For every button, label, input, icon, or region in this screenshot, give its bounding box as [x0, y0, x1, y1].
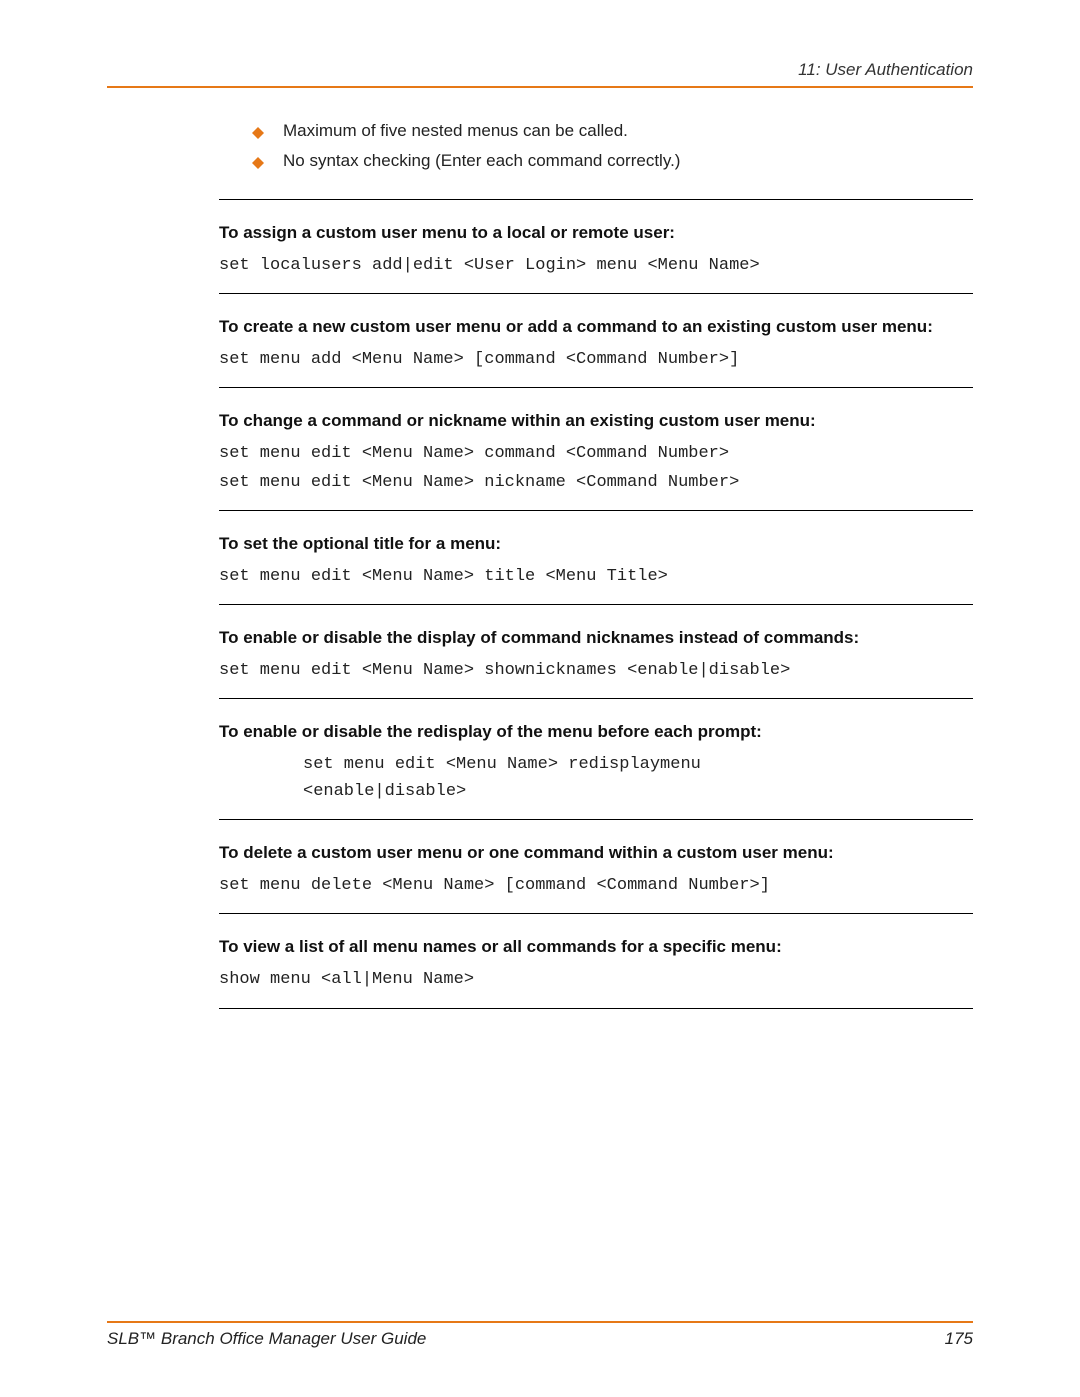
- code-block: set menu edit <Menu Name> command <Comma…: [219, 441, 973, 467]
- section-divider: [219, 293, 973, 294]
- section-divider: [219, 604, 973, 605]
- section-divider: [219, 199, 973, 200]
- list-item: No syntax checking (Enter each command c…: [251, 148, 973, 174]
- footer-row: SLB™ Branch Office Manager User Guide 17…: [107, 1329, 973, 1349]
- section-title: To enable or disable the display of comm…: [219, 627, 973, 650]
- code-block: set menu edit <Menu Name> title <Menu Ti…: [219, 564, 973, 590]
- code-block: set menu edit <Menu Name> redisplaymenu …: [219, 752, 973, 805]
- code-block: set menu edit <Menu Name> nickname <Comm…: [219, 470, 973, 496]
- code-block: set menu delete <Menu Name> [command <Co…: [219, 873, 973, 899]
- footer-rule: [107, 1321, 973, 1323]
- bullet-list: Maximum of five nested menus can be call…: [251, 118, 973, 175]
- code-block: set menu add <Menu Name> [command <Comma…: [219, 347, 973, 373]
- header-rule: [107, 86, 973, 88]
- section-title: To create a new custom user menu or add …: [219, 316, 973, 339]
- bullet-text: No syntax checking (Enter each command c…: [283, 151, 680, 170]
- section-title: To delete a custom user menu or one comm…: [219, 842, 973, 865]
- section-divider: [219, 698, 973, 699]
- section-divider: [219, 819, 973, 820]
- section-title: To assign a custom user menu to a local …: [219, 222, 973, 245]
- diamond-icon: [251, 122, 265, 136]
- footer-page-number: 175: [945, 1329, 973, 1349]
- section-divider: [219, 1008, 973, 1009]
- content-area: Maximum of five nested menus can be call…: [107, 118, 973, 1009]
- footer-guide-title: SLB™ Branch Office Manager User Guide: [107, 1329, 426, 1349]
- code-block: show menu <all|Menu Name>: [219, 967, 973, 993]
- bullet-text: Maximum of five nested menus can be call…: [283, 121, 628, 140]
- code-block: set menu edit <Menu Name> shownicknames …: [219, 658, 973, 684]
- section-title: To set the optional title for a menu:: [219, 533, 973, 556]
- section-title: To change a command or nickname within a…: [219, 410, 973, 433]
- section-divider: [219, 913, 973, 914]
- diamond-icon: [251, 152, 265, 166]
- code-block: set localusers add|edit <User Login> men…: [219, 253, 973, 279]
- section-divider: [219, 510, 973, 511]
- chapter-header: 11: User Authentication: [107, 60, 973, 80]
- list-item: Maximum of five nested menus can be call…: [251, 118, 973, 144]
- section-title: To view a list of all menu names or all …: [219, 936, 973, 959]
- page: 11: User Authentication Maximum of five …: [0, 0, 1080, 1397]
- section-divider: [219, 387, 973, 388]
- page-footer: SLB™ Branch Office Manager User Guide 17…: [107, 1321, 973, 1349]
- section-title: To enable or disable the redisplay of th…: [219, 721, 973, 744]
